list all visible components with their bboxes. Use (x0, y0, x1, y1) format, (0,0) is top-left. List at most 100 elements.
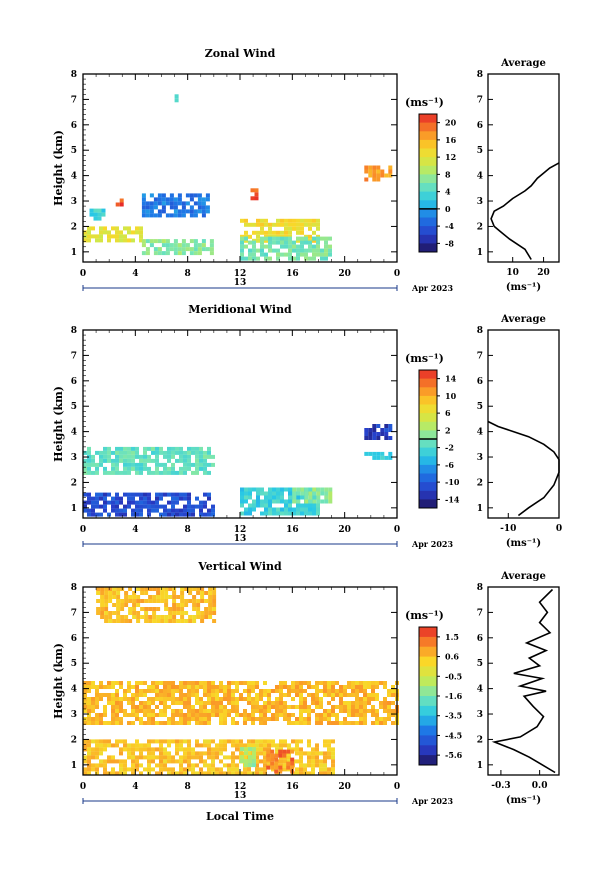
meridional-cell (187, 446, 191, 451)
vertical-cell (180, 587, 185, 591)
vertical-cell (227, 681, 231, 685)
meridional-cell (248, 511, 252, 516)
vertical-cell (167, 743, 171, 748)
vertical-cell (95, 689, 99, 693)
vertical-cell (223, 709, 227, 713)
vertical-cell (175, 739, 179, 744)
vertical-cell (192, 607, 197, 611)
vertical-cell (323, 717, 327, 721)
zonal-cell (189, 209, 194, 214)
meridional-cell (191, 450, 195, 455)
vertical-cell (191, 709, 195, 713)
vertical-cell (303, 721, 307, 725)
vertical-cell (327, 717, 331, 721)
meridional-colorbar-tick-label: -2 (445, 443, 454, 453)
vertical-cell (231, 689, 235, 693)
vertical-cell (379, 701, 383, 705)
vertical-cell (259, 717, 263, 721)
zonal-cell (280, 252, 284, 257)
vertical-cell (187, 685, 191, 689)
meridional-cell (139, 462, 143, 467)
vertical-cell (115, 697, 119, 701)
meridional-cell (328, 487, 333, 492)
meridional-cell (183, 462, 187, 467)
zonal-cell (205, 209, 210, 214)
meridional-cell (191, 446, 195, 451)
zonal-cell (276, 256, 280, 261)
meridional-cell (155, 462, 159, 467)
zonal-cell (372, 177, 377, 182)
vertical-cell (187, 697, 191, 701)
vertical-colorbar-band (419, 745, 437, 756)
vertical-cell (351, 721, 355, 725)
vertical-cell (351, 693, 355, 697)
vertical-cell (295, 771, 299, 776)
vertical-cell (159, 701, 163, 705)
vertical-cell (136, 619, 141, 623)
zonal-cell (161, 193, 166, 198)
meridional-cell (268, 487, 272, 492)
meridional-cell (211, 508, 215, 513)
meridional-cell (264, 507, 268, 512)
vertical-cell (263, 755, 267, 760)
zonal-cell (312, 218, 316, 223)
meridional-cell (304, 491, 309, 496)
vertical-cell (103, 767, 107, 772)
vertical-cell (212, 611, 217, 615)
vertical-cell (215, 747, 219, 752)
vertical-cell (251, 709, 255, 713)
meridional-cell (107, 512, 111, 517)
meridional-cell (284, 511, 288, 516)
vertical-cell (283, 705, 287, 709)
vertical-cell (179, 763, 183, 768)
vertical-cell (244, 759, 248, 764)
vertical-cell (219, 743, 223, 748)
vertical-cell (259, 747, 263, 752)
vertical-cell (115, 709, 119, 713)
vertical-cell (287, 705, 291, 709)
vertical-cell (311, 685, 315, 689)
vertical-cell (200, 599, 205, 603)
vertical-cell (359, 701, 363, 705)
zonal-average-ytick-label: 5 (477, 146, 483, 156)
zonal-cell (284, 218, 288, 223)
meridional-cell (284, 503, 288, 508)
vertical-cell (275, 705, 279, 709)
meridional-average-profile-line (487, 420, 560, 517)
vertical-cell (155, 721, 159, 725)
zonal-cell (364, 169, 369, 174)
vertical-cell (327, 743, 331, 748)
vertical-cell (132, 611, 137, 615)
vertical-cell (307, 713, 311, 717)
vertical-cell (151, 747, 155, 752)
zonal-cell (312, 244, 316, 249)
vertical-cell (351, 701, 355, 705)
vertical-cell (143, 689, 147, 693)
vertical-cell (311, 747, 315, 752)
zonal-cell (300, 244, 304, 249)
meridional-cell (276, 491, 280, 496)
meridional-cell (304, 503, 308, 508)
zonal-cell (145, 205, 150, 210)
meridional-ytick-label: 4 (71, 428, 77, 438)
meridional-colorbar-tick-label: 6 (445, 408, 451, 418)
vertical-cell (120, 603, 125, 607)
zonal-average-xtick-label: 10 (506, 268, 519, 278)
vertical-cell (140, 615, 145, 619)
vertical-cell (131, 751, 135, 756)
vertical-cell (148, 607, 153, 611)
meridional-cell (268, 491, 272, 496)
vertical-cell (259, 697, 263, 701)
vertical-cell (323, 767, 327, 772)
vertical-cell (172, 599, 177, 603)
vertical-average-ytick-label: 3 (477, 710, 483, 720)
vertical-cell (147, 759, 151, 764)
meridional-cell (135, 466, 139, 471)
meridional-cell (187, 458, 191, 463)
vertical-cell (159, 681, 163, 685)
meridional-cell (312, 503, 316, 508)
vertical-cell (184, 603, 189, 607)
zonal-cell (141, 239, 146, 244)
meridional-cell (191, 508, 195, 513)
meridional-cell (123, 504, 127, 509)
